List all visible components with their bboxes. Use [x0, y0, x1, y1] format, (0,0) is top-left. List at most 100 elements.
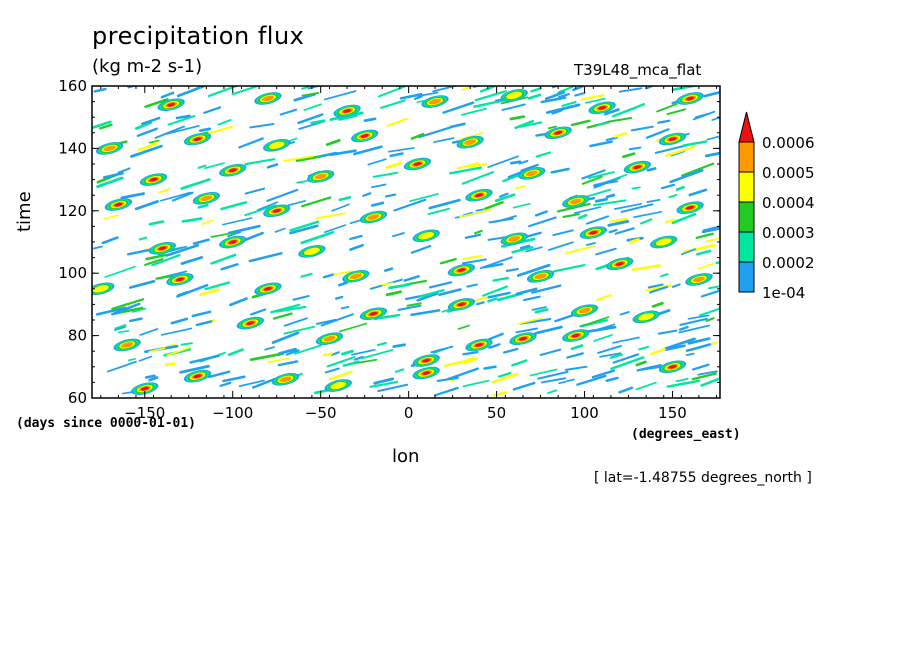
- precip-streak: [413, 95, 423, 101]
- precip-streak: [93, 87, 107, 93]
- x-tick-label: 100: [570, 404, 599, 422]
- precip-streak: [189, 354, 220, 364]
- precip-cell: [571, 333, 580, 338]
- precip-streak: [515, 185, 526, 190]
- precip-cell: [615, 261, 624, 266]
- precip-streak: [675, 377, 689, 383]
- precip-streak: [556, 202, 591, 213]
- precip-streak: [487, 297, 498, 303]
- precip-streak: [333, 270, 353, 276]
- precip-streak: [614, 227, 635, 235]
- precip-streak: [171, 191, 194, 202]
- colorbar-segment: [738, 201, 755, 233]
- precip-streak: [449, 122, 466, 129]
- precip-streak: [386, 117, 409, 127]
- precip-streak: [207, 125, 233, 135]
- precip-streak: [300, 272, 313, 278]
- precip-streak: [289, 224, 319, 235]
- precip-streak: [605, 136, 618, 141]
- precip-cell: [474, 193, 484, 198]
- precip-streak: [520, 163, 539, 172]
- precip-streak: [372, 171, 399, 178]
- precip-cell: [303, 247, 320, 256]
- precip-streak: [267, 357, 290, 364]
- precip-streak: [494, 215, 517, 223]
- precip-streak: [593, 177, 621, 189]
- precip-streak: [220, 201, 248, 211]
- precip-streak: [350, 348, 376, 356]
- precip-streak: [666, 108, 687, 116]
- precip-streak: [335, 295, 344, 300]
- precip-streak: [558, 378, 575, 385]
- precip-streak: [249, 122, 275, 129]
- precip-streak: [384, 193, 397, 198]
- precip-streak: [561, 100, 577, 107]
- precip-streak: [428, 198, 461, 210]
- precip-streak: [564, 244, 596, 255]
- precip-streak: [492, 391, 508, 397]
- precip-streak: [111, 302, 141, 316]
- precip-streak: [229, 297, 248, 307]
- precip-streak: [165, 244, 200, 257]
- precip-streak: [439, 257, 457, 265]
- precip-streak: [433, 137, 455, 144]
- precip-streak: [511, 359, 528, 367]
- precip-streak: [180, 342, 193, 346]
- precip-streak: [654, 144, 688, 154]
- colorbar-segment: [738, 171, 755, 203]
- precip-streak: [250, 308, 267, 316]
- precip-streak: [529, 368, 558, 377]
- precip-streak: [275, 305, 307, 313]
- precip-streak: [531, 306, 547, 311]
- precip-streak: [266, 163, 279, 169]
- y-tick-label: 160: [58, 77, 87, 95]
- precip-streak: [620, 203, 654, 213]
- precip-streak: [301, 92, 320, 97]
- precip-streak: [537, 370, 569, 380]
- precip-cell: [140, 386, 149, 391]
- precip-streak: [594, 197, 608, 203]
- precip-streak: [711, 116, 720, 121]
- precip-cell: [114, 202, 123, 207]
- precip-streak: [652, 284, 672, 291]
- precip-streak: [325, 139, 341, 146]
- precip-streak: [293, 92, 317, 102]
- precip-streak: [474, 90, 507, 102]
- precip-cell: [598, 105, 607, 110]
- precip-streak: [295, 154, 327, 163]
- precip-streak: [227, 224, 261, 235]
- precip-streak: [608, 228, 618, 234]
- precip-streak: [392, 343, 406, 349]
- precip-streak: [287, 200, 307, 207]
- precip-streak: [144, 98, 169, 108]
- precip-streak: [385, 290, 402, 297]
- precip-streak: [534, 325, 563, 335]
- precip-streak: [289, 220, 320, 232]
- precip-streak: [680, 162, 715, 177]
- precip-streak: [573, 206, 602, 214]
- precip-cell: [518, 336, 528, 341]
- precip-streak: [301, 196, 332, 208]
- precip-streak: [695, 232, 714, 240]
- precip-streak: [515, 287, 538, 296]
- precip-streak: [394, 368, 405, 373]
- precip-streak: [385, 161, 402, 169]
- precip-streak: [474, 229, 483, 235]
- precip-streak: [277, 360, 299, 367]
- precip-streak: [509, 160, 522, 165]
- precip-cell: [200, 195, 213, 202]
- precip-streak: [328, 370, 353, 381]
- precip-streak: [134, 200, 159, 211]
- precip-cell: [508, 236, 521, 242]
- precip-cell: [167, 102, 176, 107]
- precip-streak: [649, 285, 669, 294]
- precip-streak: [339, 322, 368, 333]
- precip-streak: [145, 253, 167, 261]
- precip-streak: [330, 351, 340, 356]
- precip-streak: [467, 163, 488, 169]
- precip-streak: [631, 264, 661, 271]
- precip-streak: [666, 379, 701, 388]
- x-tick-label: −100: [212, 404, 253, 422]
- precip-streak: [141, 116, 161, 126]
- precip-streak: [446, 367, 479, 381]
